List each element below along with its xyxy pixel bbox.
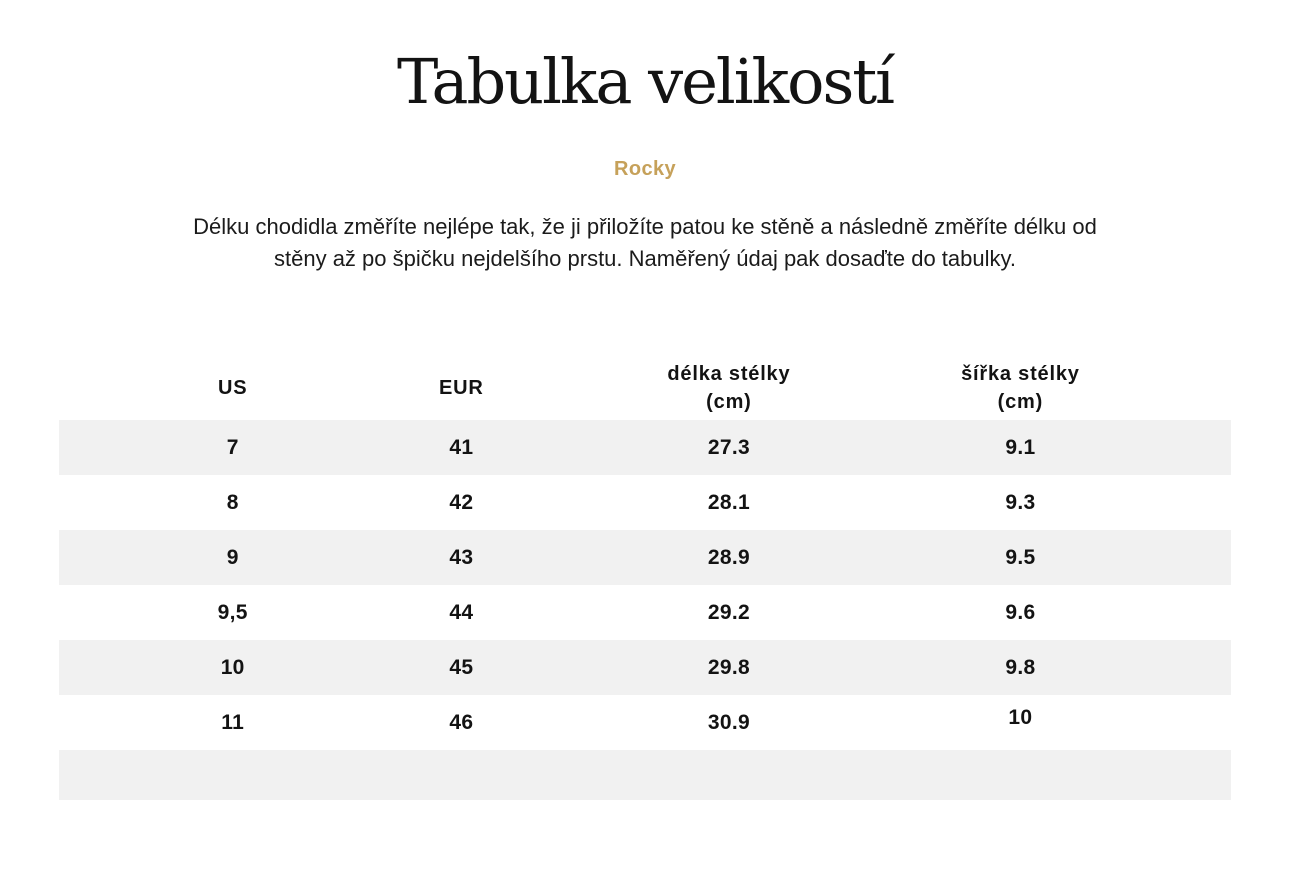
cell-us: 9,5: [217, 600, 248, 624]
column-header-insole-width: šířka stélky (cm): [961, 360, 1080, 416]
cell-insole-length: 28.1: [707, 490, 750, 514]
cell-us: 11: [221, 710, 245, 734]
column-header-label: US: [217, 376, 248, 399]
cell-us: 9: [226, 545, 239, 569]
cell-insole-width: 10: [1008, 705, 1033, 729]
cell-eur: 45: [449, 655, 474, 679]
table-row: 10 45 29.8 9.8: [59, 640, 1231, 696]
column-header-unit: (cm): [706, 390, 752, 413]
measurement-instructions: Délku chodidla změříte nejlépe tak, že j…: [193, 214, 1097, 272]
cell-insole-width: 9.5: [1005, 545, 1036, 569]
table-header-row: US EUR délka stélky (cm) šířka stélky (c…: [59, 355, 1231, 420]
cell-insole-length: 29.8: [707, 655, 750, 679]
cell-insole-length: 30.9: [707, 710, 750, 734]
cell-insole-length: 29.2: [707, 600, 750, 624]
column-header-eur: EUR: [439, 374, 484, 402]
column-header-label: délka stélky: [667, 362, 791, 385]
column-header-label: šířka stélky: [961, 362, 1080, 385]
cell-eur: 41: [449, 435, 474, 459]
cell-eur: 43: [449, 545, 474, 569]
size-table: US EUR délka stélky (cm) šířka stélky (c…: [59, 355, 1231, 801]
cell-eur: 42: [449, 490, 474, 514]
cell-insole-width: 9.8: [1005, 655, 1036, 679]
column-header-label: EUR: [439, 376, 484, 399]
cell-insole-length: 27.3: [707, 435, 750, 459]
cell-us: 10: [220, 655, 245, 679]
size-chart-page: Tabulka velikostí Rocky Délku chodidla z…: [0, 45, 1290, 801]
cell-us: 7: [226, 435, 239, 459]
table-row: 11 46 30.9 10: [59, 695, 1231, 750]
table-row: 9 43 28.9 9.5: [59, 530, 1231, 586]
cell-insole-width: 9.3: [1005, 490, 1036, 514]
cell-insole-width: 9.1: [1005, 435, 1036, 459]
cell-insole-width: 9.6: [1005, 600, 1036, 624]
column-header-us: US: [218, 374, 247, 402]
brand-name: Rocky: [613, 158, 677, 181]
cell-us: 8: [226, 490, 239, 514]
cell-insole-length: 28.9: [707, 545, 750, 569]
table-row: 7 41 27.3 9.1: [59, 420, 1231, 476]
cell-eur: 46: [449, 710, 474, 734]
table-row-empty: [59, 750, 1231, 801]
table-row: 9,5 44 29.2 9.6: [59, 585, 1231, 640]
table-row: 8 42 28.1 9.3: [59, 475, 1231, 530]
column-header-insole-length: délka stélky (cm): [667, 360, 790, 416]
column-header-unit: (cm): [997, 390, 1044, 413]
cell-eur: 44: [449, 600, 474, 624]
page-title: Tabulka velikostí: [396, 45, 895, 118]
